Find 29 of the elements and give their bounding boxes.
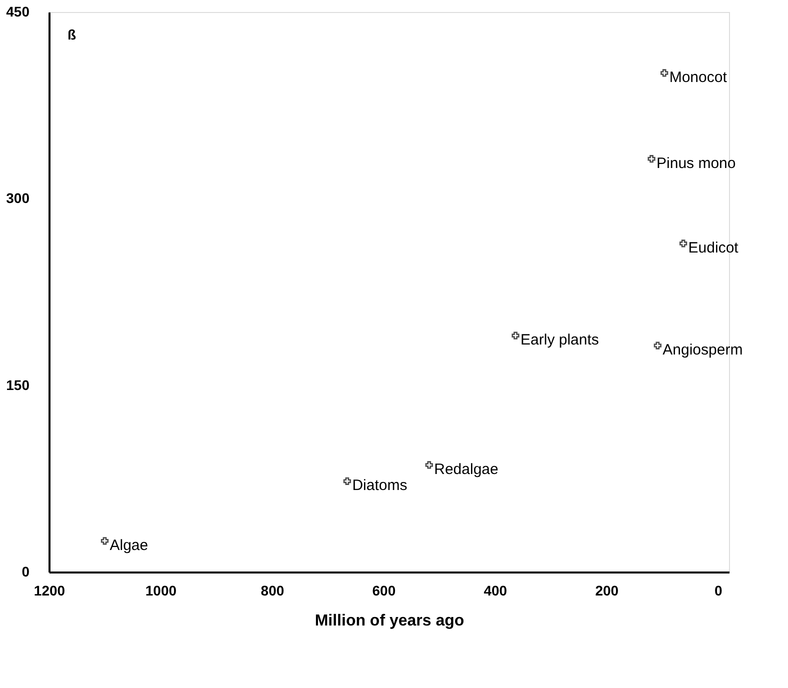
x-tick-label: 600	[372, 582, 396, 598]
annotation: Redalgae	[434, 460, 498, 478]
annotation: Early plants	[520, 332, 599, 349]
annotation: Angiosperm	[662, 342, 743, 359]
y-tick-label: 300	[6, 190, 30, 206]
point	[343, 477, 352, 485]
point	[512, 332, 520, 340]
point	[100, 537, 109, 545]
x-axis-title: Million of years ago	[314, 612, 464, 630]
point	[660, 69, 668, 77]
annotation: Diatoms	[352, 477, 408, 494]
point	[679, 240, 688, 248]
y-tick-label: 450	[6, 4, 30, 20]
x-tick-label: 1000	[145, 582, 177, 598]
annotation: Pinus mono	[656, 154, 736, 172]
annotation: Algae	[110, 536, 148, 554]
x-tick-label: 1200	[34, 582, 66, 598]
point	[648, 155, 656, 163]
x-tick-label: 200	[595, 582, 619, 598]
x-tick-label: 400	[484, 582, 508, 598]
point	[654, 342, 662, 350]
y-axis-title: ß	[68, 26, 76, 42]
y-tick-label: 150	[6, 376, 30, 393]
annotation: Eudicot	[688, 239, 740, 256]
x-tick-label: 800	[260, 582, 284, 598]
y-tick-label: 0	[22, 564, 30, 580]
annotation: Monocot	[669, 68, 728, 86]
x-tick-label: 0	[714, 582, 722, 598]
point	[425, 461, 433, 469]
